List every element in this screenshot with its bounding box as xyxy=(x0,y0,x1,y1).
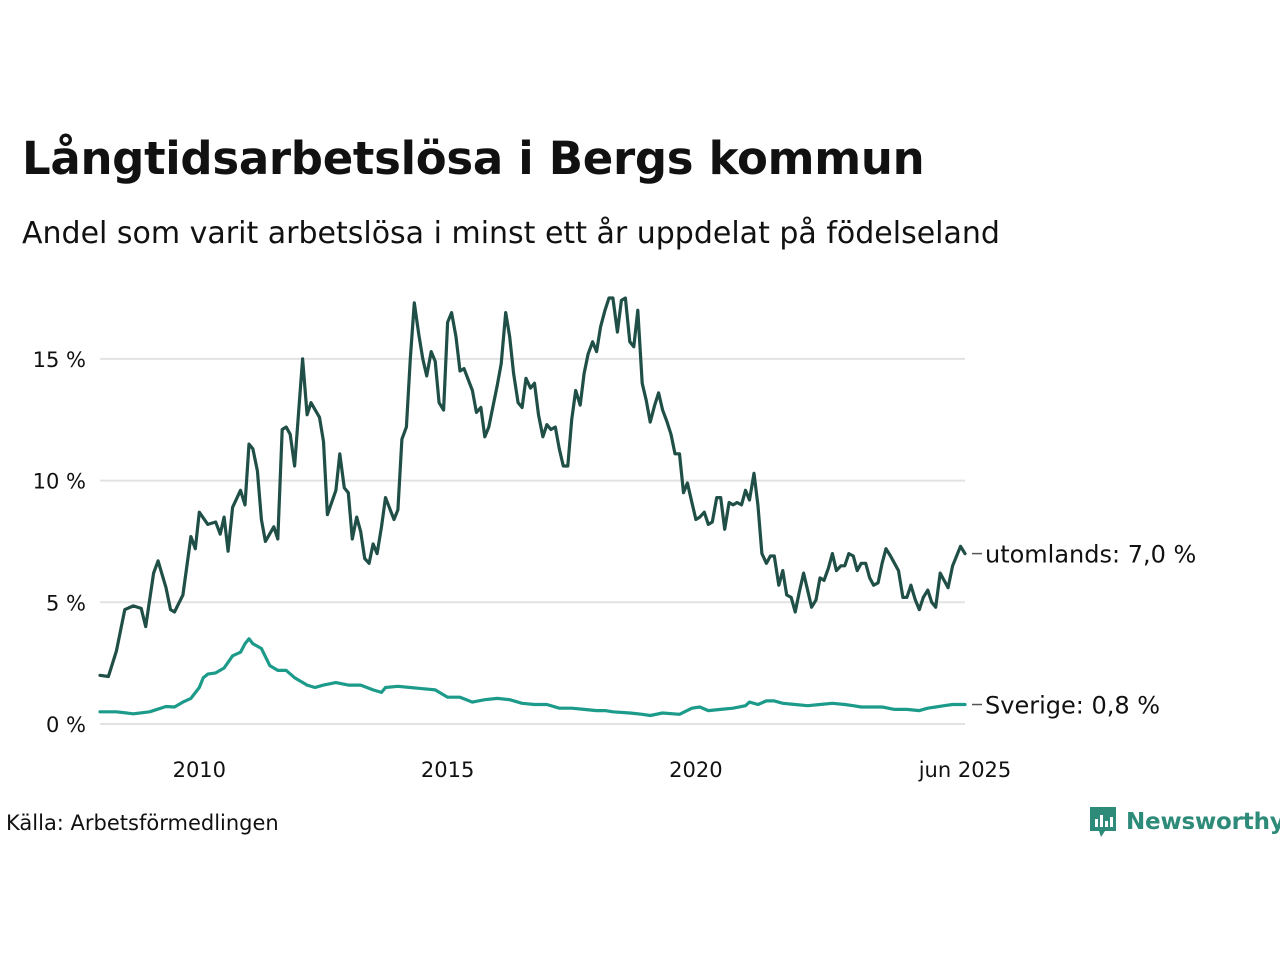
series-line-utomlands xyxy=(98,296,967,679)
series-line-sverige xyxy=(98,637,967,718)
x-tick-label: 2010 xyxy=(173,758,226,782)
newsworthy-logo-icon xyxy=(1090,807,1116,837)
y-tick-label: 10 % xyxy=(33,470,86,494)
chart-subtitle: Andel som varit arbetslösa i minst ett å… xyxy=(22,216,1000,251)
brand-logo: Newsworthy xyxy=(1088,804,1280,840)
gridlines xyxy=(100,357,965,725)
end-label-utomlands: utomlands: 7,0 % xyxy=(985,541,1196,569)
x-axis-ticks: 2010 2015 2020 jun 2025 xyxy=(173,758,1012,782)
series-end-labels: utomlands: 7,0 % Sverige: 0,8 % xyxy=(972,541,1196,720)
source-note: Källa: Arbetsförmedlingen xyxy=(6,811,279,835)
y-tick-label: 5 % xyxy=(46,591,86,615)
chart-title: Långtidsarbetslösa i Bergs kommun xyxy=(22,132,925,185)
end-label-sverige: Sverige: 0,8 % xyxy=(985,692,1160,720)
x-tick-label: 2020 xyxy=(669,758,722,782)
brand-name: Newsworthy xyxy=(1126,809,1280,835)
y-axis-ticks: 0 % 5 % 10 % 15 % xyxy=(33,348,86,737)
y-tick-label: 0 % xyxy=(46,713,86,737)
y-tick-label: 15 % xyxy=(33,348,86,372)
x-tick-label: 2015 xyxy=(421,758,474,782)
x-tick-label: jun 2025 xyxy=(918,758,1012,782)
series-lines xyxy=(98,296,967,718)
